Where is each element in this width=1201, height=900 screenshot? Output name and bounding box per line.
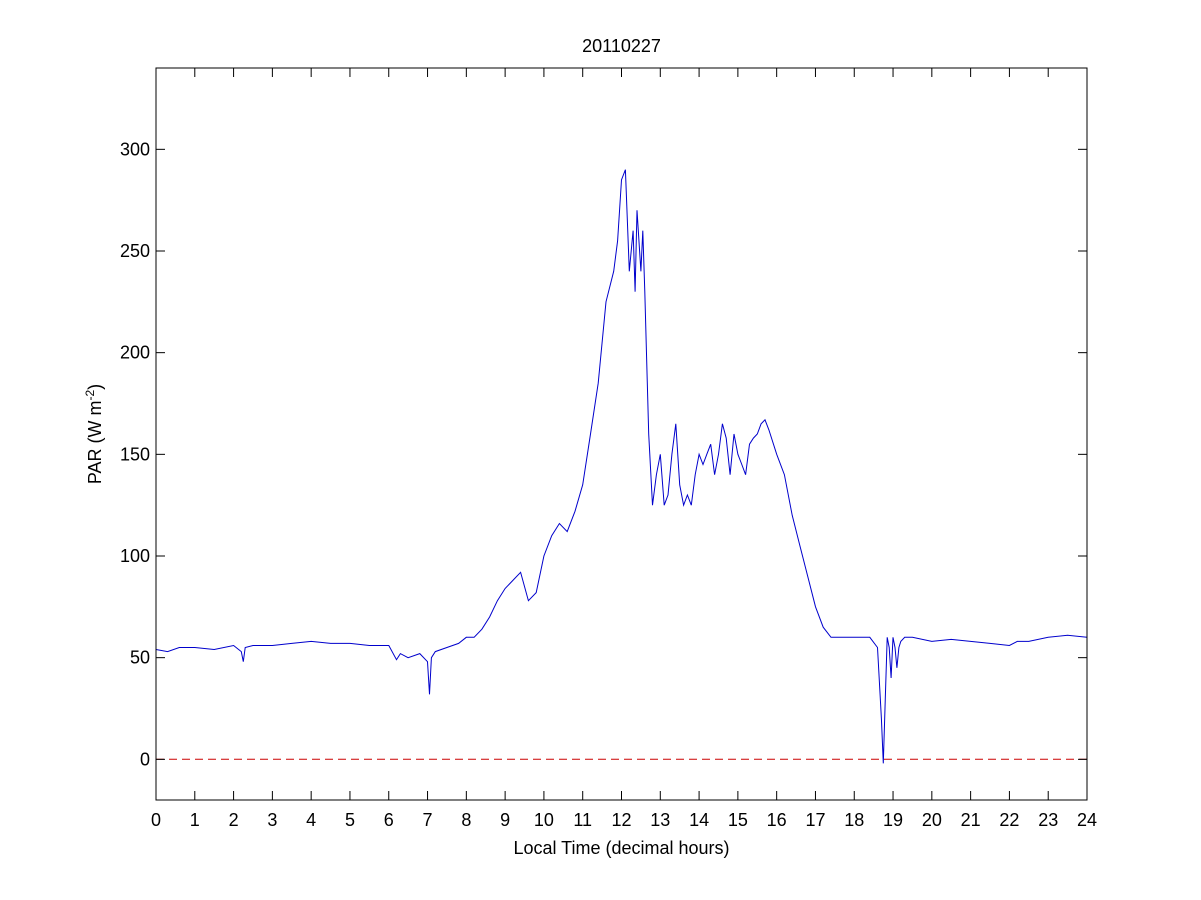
x-tick-label: 20 [922, 810, 942, 830]
x-tick-label: 4 [306, 810, 316, 830]
x-tick-label: 16 [767, 810, 787, 830]
y-axis-label-superscript: -2 [83, 390, 97, 401]
y-tick-label: 200 [120, 343, 150, 363]
x-tick-label: 22 [999, 810, 1019, 830]
x-tick-label: 11 [573, 810, 592, 830]
x-tick-label: 23 [1038, 810, 1058, 830]
x-tick-label: 19 [883, 810, 903, 830]
y-axis-label: PAR (W m-2) [83, 384, 105, 484]
chart-title: 20110227 [582, 36, 661, 56]
x-tick-label: 2 [229, 810, 239, 830]
y-tick-label: 0 [140, 749, 150, 769]
x-tick-label: 0 [151, 810, 161, 830]
x-tick-label: 15 [728, 810, 748, 830]
y-axis-label-main: PAR (W m [85, 401, 105, 485]
x-tick-label: 10 [534, 810, 554, 830]
y-tick-label: 50 [130, 648, 150, 668]
x-tick-label: 6 [384, 810, 394, 830]
x-tick-label: 17 [805, 810, 825, 830]
x-tick-label: 3 [267, 810, 277, 830]
x-tick-label: 1 [190, 810, 200, 830]
x-tick-label: 21 [961, 810, 981, 830]
x-axis-ticks: 0 1 2 3 4 5 6 7 8 9 10 11 12 13 14 15 16 17 18 19 20 21 22 23 24 [151, 68, 1097, 830]
x-tick-label: 18 [844, 810, 864, 830]
x-tick-label: 12 [611, 810, 631, 830]
y-tick-label: 250 [120, 241, 150, 261]
x-tick-label: 14 [689, 810, 709, 830]
x-tick-label: 5 [345, 810, 355, 830]
x-tick-label: 8 [461, 810, 471, 830]
plot-area [156, 68, 1087, 800]
x-tick-label: 7 [423, 810, 433, 830]
y-axis-label-close: ) [85, 384, 105, 390]
x-axis-label: Local Time (decimal hours) [513, 838, 729, 858]
y-axis-ticks: 0 50 100 150 200 250 300 [120, 139, 1087, 769]
y-tick-label: 300 [120, 139, 150, 159]
x-tick-label: 13 [650, 810, 670, 830]
series-layer [155, 169, 1088, 764]
y-tick-label: 100 [120, 546, 150, 566]
x-tick-label: 24 [1077, 810, 1097, 830]
x-tick-label: 9 [500, 810, 510, 830]
y-tick-label: 150 [120, 444, 150, 464]
par-series-line [155, 169, 1088, 764]
